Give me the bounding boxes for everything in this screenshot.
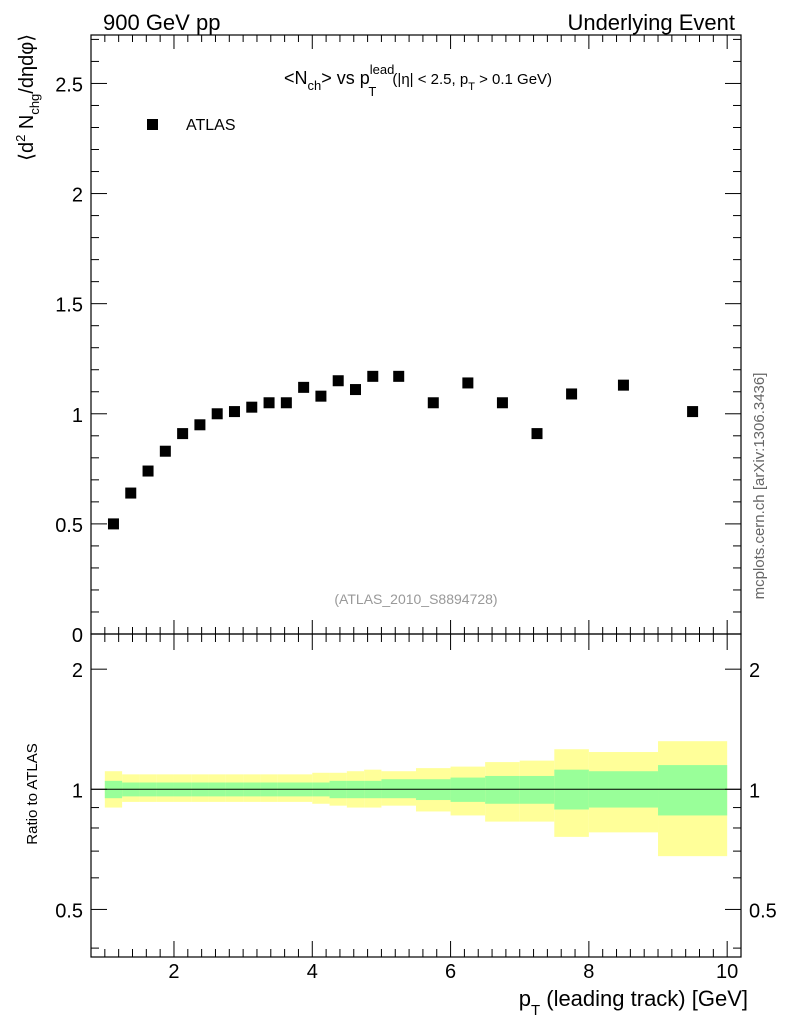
legend-marker xyxy=(147,119,158,130)
ratio-y-tick-label-right: 0.5 xyxy=(749,900,777,922)
data-point xyxy=(462,377,474,389)
data-point xyxy=(125,487,137,499)
main-y-tick-label: 2.5 xyxy=(55,74,83,96)
data-point xyxy=(427,397,439,409)
x-axis-label: pT (leading track) [GeV] xyxy=(519,986,748,1019)
data-point xyxy=(315,390,327,402)
main-panel: <Nch> vs plead T (|η| < 2.5, pT > 0.1 GeV… xyxy=(55,34,742,647)
main-y-tick-label: 2 xyxy=(72,185,83,207)
data-point xyxy=(246,401,258,413)
ratio-plot-frame xyxy=(90,633,742,958)
x-tick-label: 6 xyxy=(445,961,456,983)
ratio-band-inner xyxy=(658,765,728,816)
x-tick-label: 4 xyxy=(307,961,318,983)
data-point xyxy=(566,388,578,400)
data-point xyxy=(349,384,361,396)
ratio-y-tick-label-left: 0.5 xyxy=(55,900,83,922)
data-point xyxy=(159,445,171,457)
main-title: <Nch> vs plead T (|η| < 2.5, pT > 0.1 GeV… xyxy=(284,62,552,99)
main-y-axis-label: ⟨d2 Nchg/dηdφ⟩ xyxy=(13,34,42,161)
x-tick-label: 2 xyxy=(168,961,179,983)
x-tick-label: 10 xyxy=(716,961,738,983)
ratio-band-inner xyxy=(519,775,555,804)
data-point xyxy=(263,397,275,409)
watermark: mcplots.cern.ch [arXiv:1306.3436] xyxy=(751,373,768,600)
data-point xyxy=(531,428,543,440)
data-point xyxy=(298,381,310,393)
ratio-y-tick-label-right: 1 xyxy=(749,780,760,802)
data-point xyxy=(687,406,699,418)
header-left: 900 GeV pp xyxy=(103,10,220,35)
data-point xyxy=(177,428,189,440)
analysis-tag: (ATLAS_2010_S8894728) xyxy=(334,591,497,607)
data-point xyxy=(332,375,344,387)
ratio-band-inner xyxy=(485,775,520,804)
data-point xyxy=(194,419,206,431)
data-point xyxy=(367,370,379,382)
ratio-y-tick-label-left: 2 xyxy=(72,660,83,682)
data-point xyxy=(393,370,405,382)
data-point xyxy=(617,379,629,391)
data-point xyxy=(142,465,154,477)
ratio-band-inner xyxy=(381,779,416,799)
data-point xyxy=(107,518,119,530)
data-point xyxy=(211,408,223,420)
data-point xyxy=(496,397,508,409)
ratio-panel: 2 4 6 8 10 0.5 0.5 1 1 2 2 xyxy=(55,633,777,983)
ratio-y-axis-label: Ratio to ATLAS xyxy=(24,743,41,844)
x-tick-label: 8 xyxy=(583,961,594,983)
legend-label: ATLAS xyxy=(186,117,236,134)
main-y-tick-label: 1 xyxy=(72,405,83,427)
data-point xyxy=(228,406,240,418)
header-right: Underlying Event xyxy=(567,10,735,35)
ratio-y-tick-label-left: 1 xyxy=(72,780,83,802)
main-y-tick-label: 0 xyxy=(72,625,83,647)
main-y-tick-label: 1.5 xyxy=(55,295,83,317)
data-point xyxy=(280,397,292,409)
main-y-tick-label: 0.5 xyxy=(55,515,83,537)
ratio-y-tick-label-right: 2 xyxy=(749,660,760,682)
